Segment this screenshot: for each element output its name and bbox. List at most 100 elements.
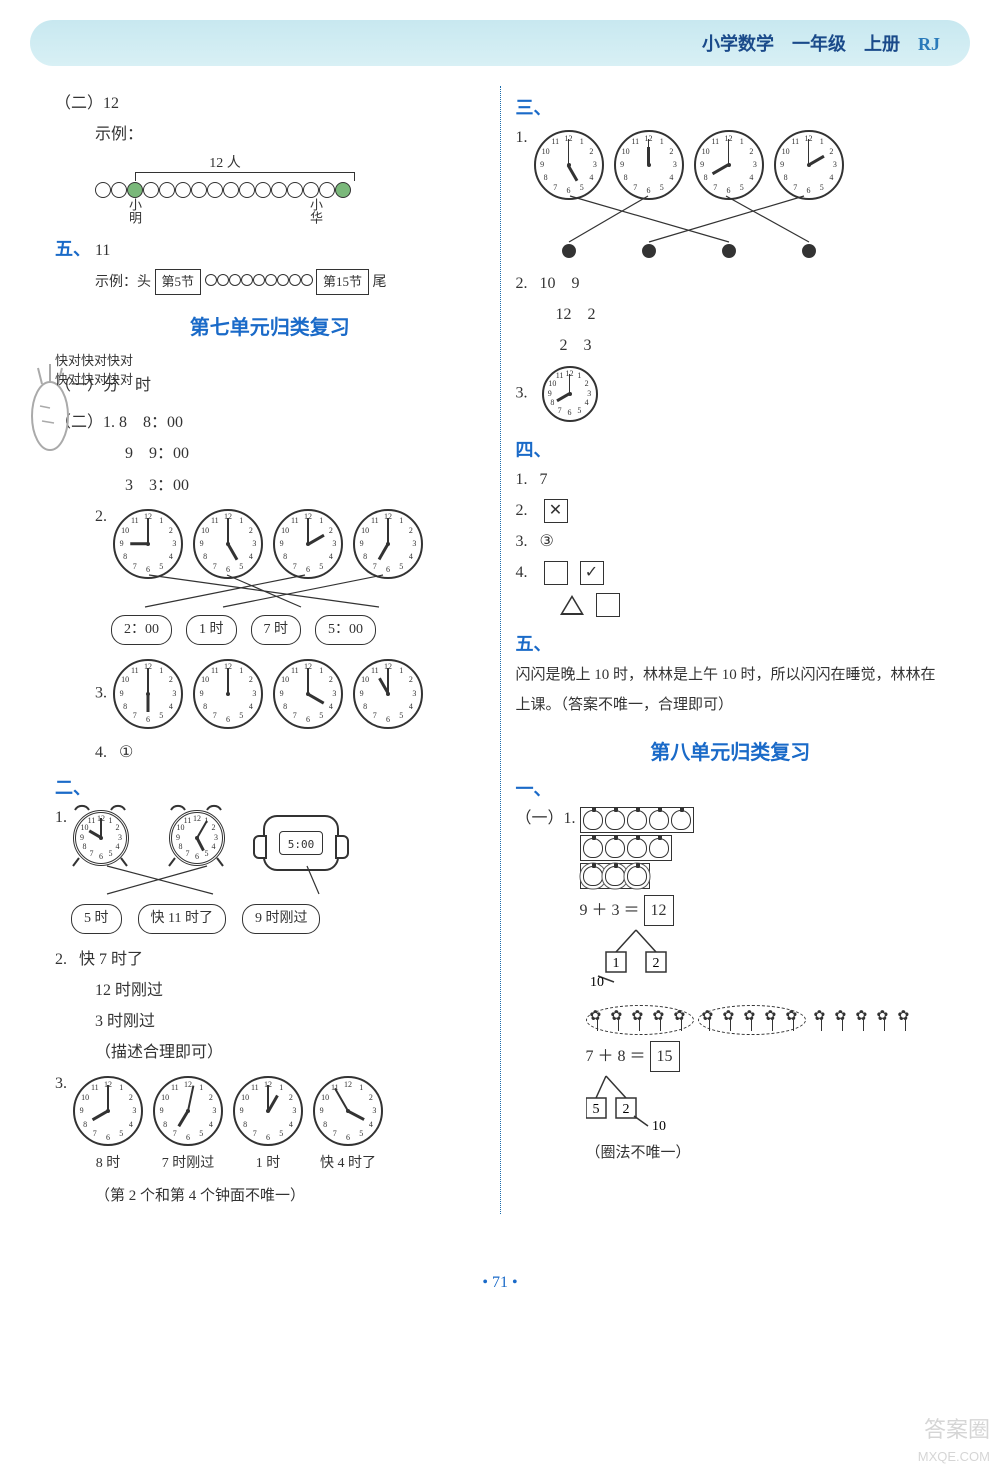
sec2-3-label: 3. (55, 1075, 67, 1092)
eq-r: 12 (644, 895, 674, 926)
bead-diagram: 12 人 小明 小华 (55, 152, 355, 224)
q1-2-r2: 3 3：00 (55, 472, 485, 499)
name-left: 小明 (125, 198, 144, 224)
label-row-2: 5 时快 11 时了9 时刚过 (71, 904, 339, 934)
header-code: RJ (918, 34, 940, 54)
eq-op: ＋ (592, 902, 608, 919)
sec2-3-note: （第 2 个和第 4 个钟面不唯一） (55, 1184, 485, 1210)
split2-l: 5 (592, 1102, 599, 1117)
sec2-1: 1. 1234567891011121234567891011125:00 5 … (55, 804, 485, 938)
left-column: （二）12 示例： 12 人 小明 小华 五、 11 示例：头 第5节 第15节 (40, 86, 500, 1214)
sec-wu-ex-label: 示例：头 (95, 275, 151, 290)
q1-2-2: 2. 1234567891011121234567891011121234567… (55, 503, 485, 649)
match-wrap-1: 1234567891011121234567891011121234567891… (111, 503, 425, 649)
u8-2: 7 ＋ 8 ＝ 15 5 2 10 （圈法不唯一） (516, 1005, 946, 1167)
split-diagram-2: 5 2 10 (586, 1072, 706, 1132)
split-sum: 10 (590, 975, 604, 986)
x-box: ✕ (544, 499, 568, 523)
sec-wu-value: 11 (95, 242, 110, 259)
q1-2-r2b: 3：00 (149, 477, 189, 494)
u8-2-note: （圈法不唯一） (586, 1141, 946, 1167)
u8-1-content: 9 ＋ 3 ＝ 12 1 2 10 (580, 805, 700, 995)
page-footer: • 71 • (0, 1274, 1000, 1292)
q1-2-3: 3. 1234567891011121234567891011121234567… (55, 653, 485, 735)
sec3-q2-r1a: 12 (556, 306, 572, 323)
sec2-3: 3. 1234567891011128 时1234567891011127 时刚… (55, 1070, 485, 1180)
header-grade: 一年级 (792, 34, 846, 54)
check-box: ✓ (580, 561, 604, 585)
flower-rows (586, 1005, 946, 1035)
bead-row (95, 182, 355, 198)
sec-wu-label: 五、 (55, 239, 91, 259)
q1-2-r0a: 8 (119, 414, 127, 431)
empty-box (544, 561, 568, 585)
clock-row-3-1: 1234567891011121234567891011121234567891… (532, 128, 846, 202)
sec3-q2-r2b: 3 (584, 337, 592, 354)
triangle-shape (560, 595, 584, 615)
kuaidui-2: 快对快对快对 (55, 369, 485, 388)
sec4-q1-label: 1. (516, 471, 528, 488)
bead-row-2 (205, 275, 313, 290)
q1-2: （二）1. 8 8：00 (55, 409, 485, 436)
sec4-q2-label: 2. (516, 502, 528, 519)
sec3-q2: 2. 10 9 (516, 270, 946, 297)
sec4-q1-ans: 7 (540, 471, 548, 488)
sec-wu-example: 示例：头 第5节 第15节 尾 (55, 269, 485, 295)
sec4-q3-ans: ③ (540, 533, 554, 550)
eq2-eq: ＝ (630, 1048, 646, 1065)
sec3-q1: 1. 1234567891011121234567891011121234567… (516, 124, 946, 262)
sec-yi-label: 一、 (516, 775, 946, 801)
right-column: 三、 1. 1234567891011121234567891011121234… (501, 86, 961, 1214)
sec-er-label: （二）12 (55, 90, 485, 117)
eq2-r: 15 (650, 1041, 680, 1072)
sec3-q2-r2: 2 3 (516, 332, 946, 359)
header-subject: 小学数学 (702, 34, 774, 54)
fruit-rows (580, 807, 700, 889)
eq-eq: ＝ (624, 902, 640, 919)
bead-names: 小明 小华 (95, 198, 355, 224)
eq2-op: ＋ (598, 1048, 614, 1065)
sec2-2-l3: （描述合理即可） (55, 1039, 485, 1066)
dot-row (532, 244, 846, 258)
dot (722, 244, 736, 258)
q1-2-3-label: 3. (95, 684, 107, 701)
sec2-label: 二、 (55, 774, 485, 800)
split2-sum: 10 (652, 1119, 666, 1132)
sec2-2: 2. 快 7 时了 (55, 946, 485, 973)
page-number: 71 (492, 1274, 508, 1291)
u8-1-eq: 9 ＋ 3 ＝ 12 (580, 895, 700, 926)
q1-2-4-ans: ① (119, 744, 133, 761)
q1-2-2-label: 2. (95, 508, 107, 525)
q1-2-r0b: 8：00 (143, 414, 183, 431)
eq2-b: 8 (618, 1048, 626, 1065)
sec3-q2-r2a: 2 (560, 337, 568, 354)
split-diagram-1: 1 2 10 (580, 926, 700, 986)
eq2-a: 7 (586, 1048, 594, 1065)
sec2-2-label: 2. (55, 951, 67, 968)
sec3-q2-r0a: 10 (540, 275, 556, 292)
clock-row: 1234567891011121234567891011121234567891… (111, 507, 425, 581)
q1-2-r2a: 3 (125, 477, 133, 494)
page-header: 小学数学 一年级 上册 RJ (30, 20, 970, 66)
sec3-q2-label: 2. (516, 275, 528, 292)
dot (562, 244, 576, 258)
page-body: （二）12 示例： 12 人 小明 小华 五、 11 示例：头 第5节 第15节 (0, 86, 1000, 1254)
split2-r: 2 (622, 1102, 629, 1117)
match-wrap-2: 1234567891011121234567891011125:00 5 时快 … (71, 804, 339, 938)
q1-2-r1: 9 9：00 (55, 440, 485, 467)
sec4-q4-r2 (516, 590, 946, 617)
clock-row-2-3: 1234567891011128 时1234567891011127 时刚过12… (71, 1074, 385, 1176)
eq-a: 9 (580, 902, 588, 919)
sec4-q3-label: 3. (516, 533, 528, 550)
dot (642, 244, 656, 258)
watch-row: 1234567891011121234567891011125:00 (71, 808, 339, 878)
u8-1-label: （一）1. (516, 810, 576, 827)
sec5-text: 闪闪是晚上 10 时，林林是上午 10 时，所以闪闪在睡觉，林林在上课。（答案不… (516, 660, 946, 720)
watermark: 答案圈MXQE.COM (918, 1418, 990, 1466)
brace-label: 12 人 (95, 152, 355, 172)
sec5-label: 五、 (516, 630, 946, 656)
q1-2-4-label: 4. (95, 744, 107, 761)
sec-wu: 五、 11 (55, 234, 485, 265)
sec-wu-box1: 第5节 (155, 269, 202, 295)
sec4-q1: 1. 7 (516, 466, 946, 493)
